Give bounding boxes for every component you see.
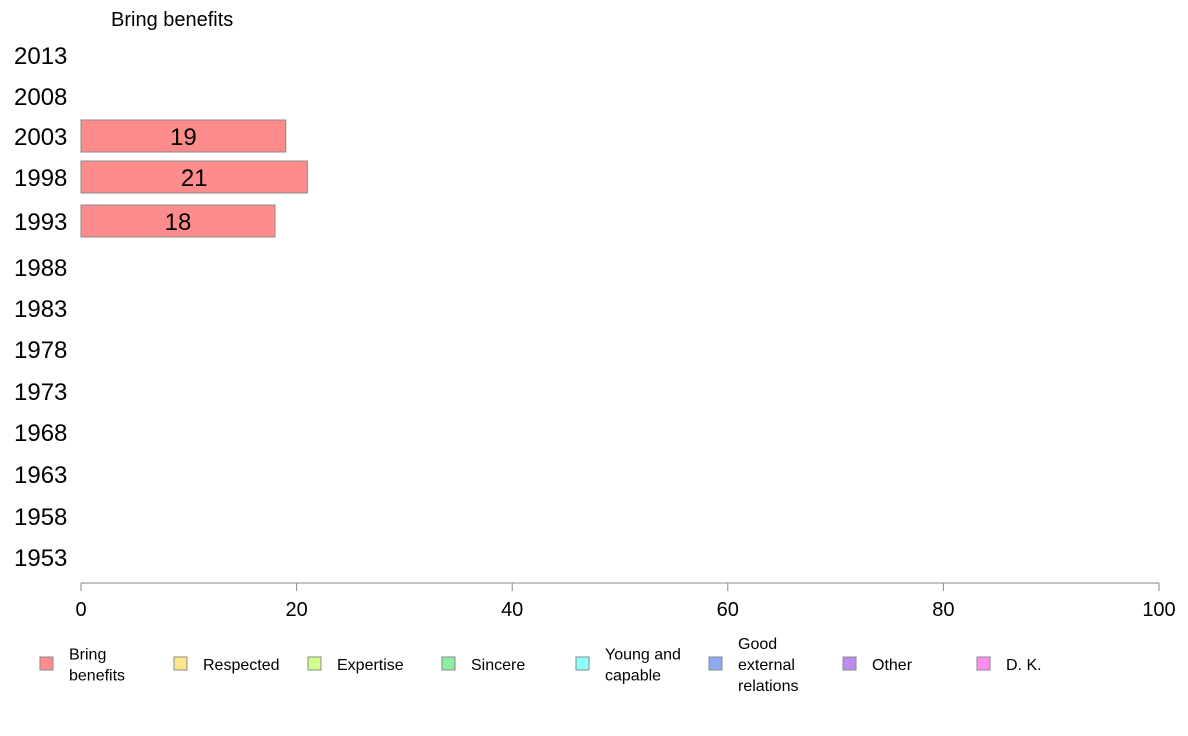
legend-label: Other (872, 657, 913, 674)
chart-title: Bring benefits (111, 9, 233, 31)
bar-value-label: 18 (165, 209, 192, 236)
y-tick-label: 1998 (14, 165, 67, 192)
y-tick-label: 1988 (14, 255, 67, 282)
y-tick-label: 2003 (14, 124, 67, 151)
y-tick-label: 1953 (14, 545, 67, 572)
legend-swatch (307, 656, 322, 671)
legend-label: Young and capable (605, 647, 681, 685)
x-tick-label: 80 (932, 599, 954, 621)
x-axis: 0 20 40 60 80 100 (75, 582, 1176, 621)
x-tick-label: 60 (717, 599, 739, 621)
legend-swatch (39, 656, 54, 671)
y-axis-labels: 2013 2008 2003 1998 1993 1988 1983 1978 1973 1968… (14, 43, 67, 572)
bar (80, 119, 287, 153)
legend-swatch (842, 656, 857, 671)
legend-label: Expertise (337, 657, 404, 674)
y-tick-label: 1958 (14, 504, 67, 531)
legend-swatch (441, 656, 456, 671)
bar-value-label: 19 (170, 124, 197, 151)
legend-label: Bring benefits (69, 647, 125, 685)
bar (80, 204, 276, 238)
legend: Bring benefits Respected Expertise Sincere Yo… (39, 636, 1042, 695)
legend-label: Sincere (471, 657, 525, 674)
legend-swatch (575, 656, 590, 671)
legend-label: Good external relations (738, 636, 798, 695)
x-tick-label: 0 (75, 599, 86, 621)
x-tick-label: 20 (285, 599, 307, 621)
legend-label: D. K. (1006, 657, 1042, 674)
x-tick-label: 40 (501, 599, 523, 621)
legend-swatch (976, 656, 991, 671)
x-tick-label: 100 (1142, 599, 1175, 621)
y-tick-label: 1983 (14, 296, 67, 323)
legend-label: Respected (203, 657, 280, 674)
bars: 19 21 18 (80, 119, 308, 238)
y-tick-label: 2008 (14, 84, 67, 111)
y-tick-label: 1993 (14, 209, 67, 236)
legend-swatch (173, 656, 188, 671)
bar (80, 160, 308, 194)
y-tick-label: 1978 (14, 337, 67, 364)
y-tick-label: 1963 (14, 462, 67, 489)
legend-swatch (708, 656, 723, 671)
y-tick-label: 2013 (14, 43, 67, 70)
y-tick-label: 1973 (14, 379, 67, 406)
bar-value-label: 21 (181, 165, 208, 192)
y-tick-label: 1968 (14, 420, 67, 447)
